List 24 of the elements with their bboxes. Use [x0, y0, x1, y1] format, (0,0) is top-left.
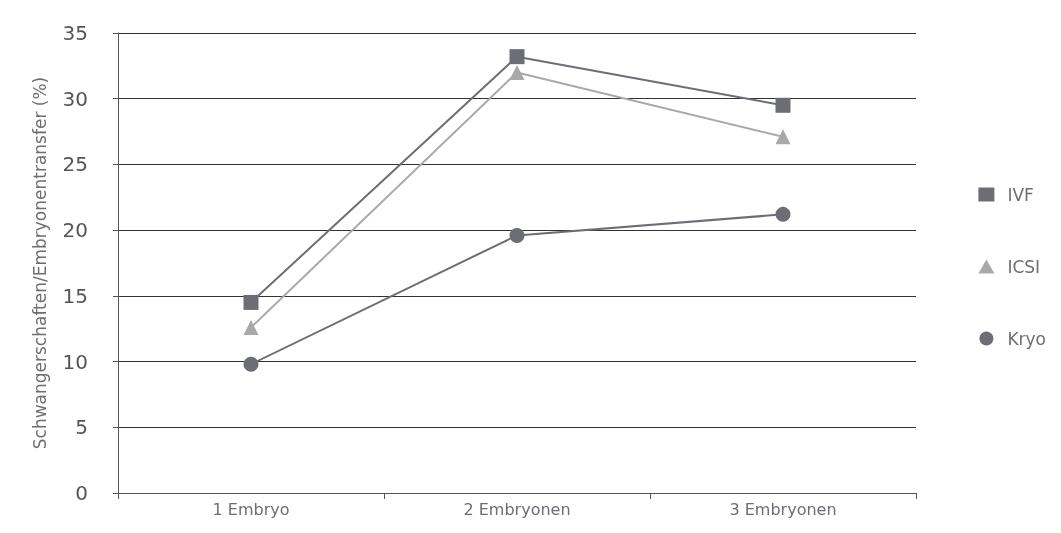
point — [775, 97, 791, 113]
legend-label: IVF — [1007, 184, 1034, 205]
y-tick-label: 30 — [62, 86, 88, 111]
y-tick-label: 25 — [62, 152, 88, 177]
x-tick-label: 1 Embryo — [212, 499, 290, 519]
point — [509, 227, 525, 243]
y-tick-label: 20 — [62, 218, 88, 243]
x-tick-label: 3 Embryonen — [729, 499, 837, 519]
y-tick-label: 10 — [62, 349, 88, 374]
point — [509, 49, 525, 65]
legend-label: ICSI — [1007, 256, 1041, 277]
point — [509, 64, 525, 80]
x-tick-label: 2 Embryonen — [463, 499, 571, 519]
y-tick-label: 35 — [62, 21, 88, 45]
point — [775, 206, 791, 222]
point — [243, 319, 259, 335]
point — [243, 294, 259, 310]
point — [775, 129, 791, 145]
y-axis-title: Schwangerschaften/Embryonentransfer (%) — [29, 76, 50, 450]
y-tick-label: 5 — [75, 415, 88, 440]
y-tick-label: 15 — [62, 283, 88, 308]
point — [243, 356, 259, 372]
y-tick-label: 0 — [75, 481, 88, 505]
legend-label: Kryo — [1007, 328, 1047, 349]
